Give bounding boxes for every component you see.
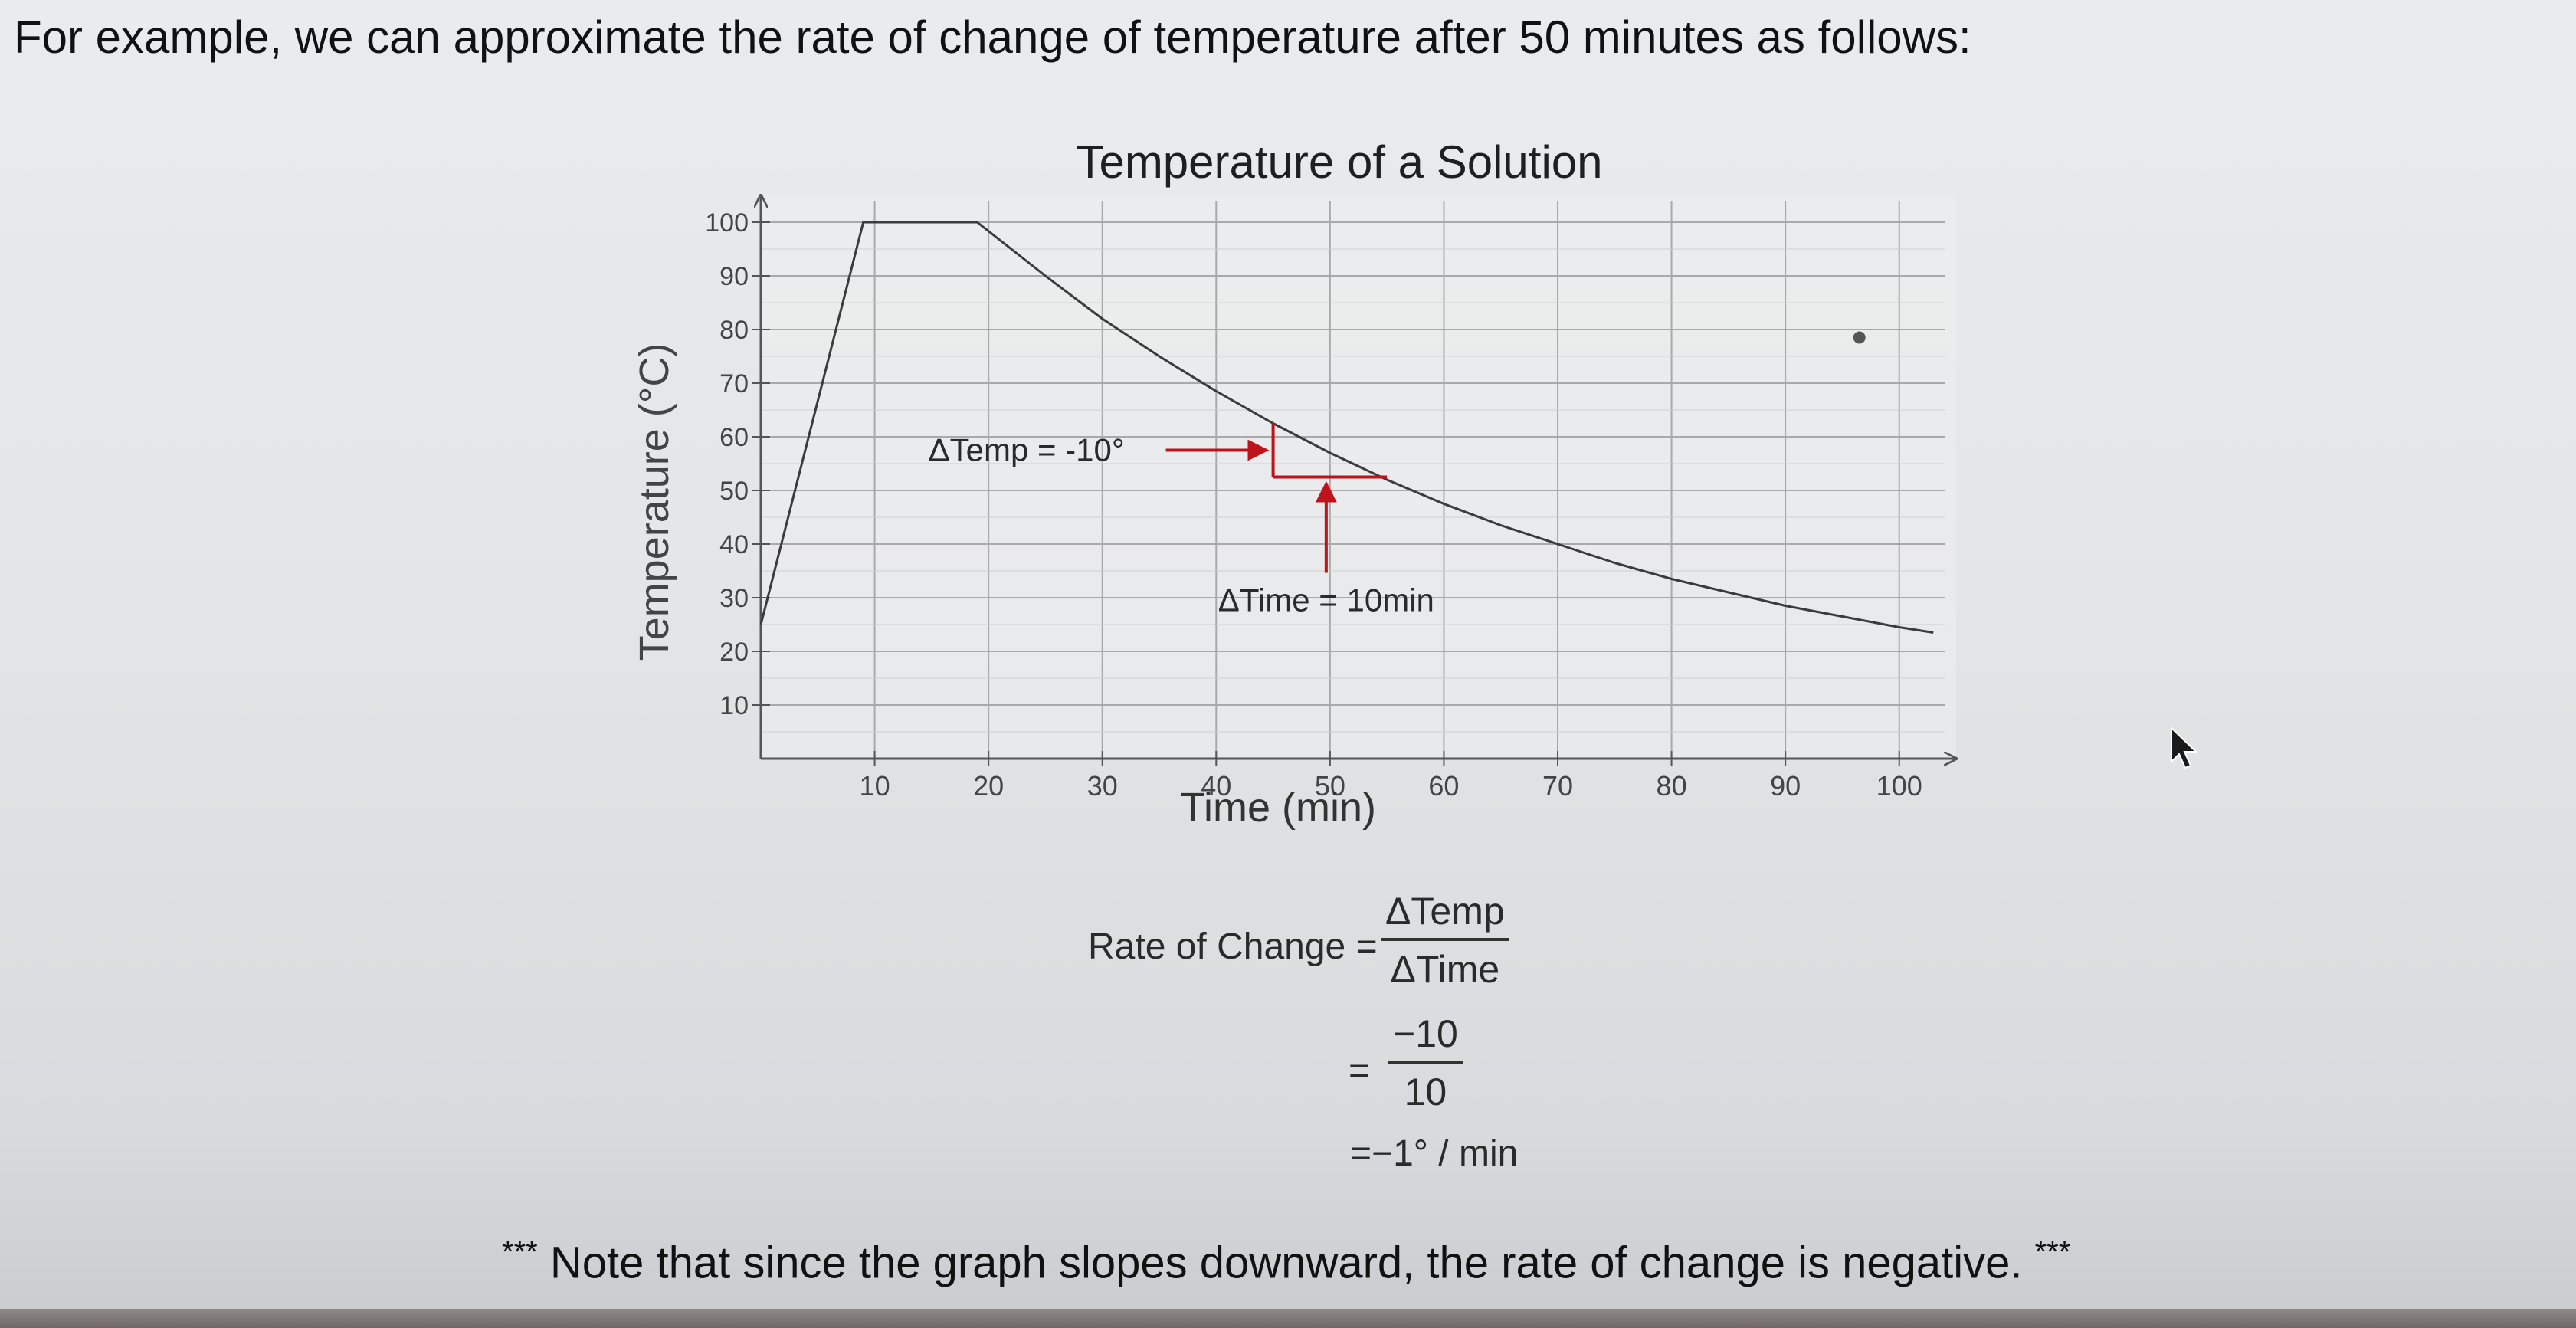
delta-temp-label: ΔTemp = -10° bbox=[929, 432, 1125, 468]
x-tick-label-80: 80 bbox=[1657, 770, 1687, 802]
delta-time-label: ΔTime = 10min bbox=[1218, 582, 1434, 618]
x-tick-label-30: 30 bbox=[1087, 770, 1118, 802]
y-tick-label-80: 80 bbox=[719, 316, 749, 345]
y-tick-label-20: 20 bbox=[719, 638, 749, 667]
note-stars-left: *** bbox=[502, 1235, 538, 1269]
x-axis-label: Time (min) bbox=[1180, 785, 1376, 831]
intro-text: For example, we can approximate the rate… bbox=[14, 11, 1971, 63]
note-text: *** Note that since the graph slopes dow… bbox=[502, 1235, 2070, 1288]
x-tick-label-40: 40 bbox=[1201, 770, 1231, 802]
y-tick-label-60: 60 bbox=[719, 423, 749, 452]
note-body: Note that since the graph slopes downwar… bbox=[549, 1238, 2023, 1288]
y-axis-label: Temperature (°C) bbox=[631, 343, 677, 661]
x-tick-label-50: 50 bbox=[1315, 770, 1345, 802]
y-tick-label-10: 10 bbox=[719, 691, 749, 720]
x-tick-label-20: 20 bbox=[973, 770, 1004, 802]
x-tick-label-10: 10 bbox=[860, 770, 890, 802]
note-stars-right: *** bbox=[2034, 1235, 2071, 1269]
fraction-delta: ΔTemp ΔTime bbox=[1381, 889, 1509, 992]
x-tick-label-70: 70 bbox=[1542, 770, 1573, 802]
x-tick-label-60: 60 bbox=[1428, 770, 1459, 802]
background-strip bbox=[0, 1309, 2576, 1328]
equation-equals-2: = bbox=[1349, 1051, 1371, 1091]
tick-labels: 10 20 30 40 50 60 70 80 90 100 10 20 30 40 50 60 70 80 90 1… bbox=[705, 208, 1922, 802]
series-line-0 bbox=[759, 221, 1934, 634]
grid-lines bbox=[761, 201, 1945, 759]
y-tick-label-100: 100 bbox=[705, 208, 749, 238]
annotations: ΔTemp = -10° ΔTime = 10min bbox=[929, 331, 1866, 618]
y-tick-label-70: 70 bbox=[719, 369, 749, 398]
fraction-values-bar bbox=[1388, 1061, 1463, 1064]
fraction-delta-bar bbox=[1381, 938, 1509, 941]
fraction-values-numerator: −10 bbox=[1393, 1012, 1458, 1055]
fraction-delta-denominator: ΔTime bbox=[1390, 948, 1500, 991]
y-tick-label-50: 50 bbox=[719, 477, 749, 506]
fraction-values: −10 10 bbox=[1388, 1012, 1463, 1114]
fraction-values-denominator: 10 bbox=[1404, 1071, 1447, 1113]
axes bbox=[761, 195, 1956, 759]
y-tick-label-40: 40 bbox=[719, 530, 749, 559]
x-tick-label-100: 100 bbox=[1876, 770, 1922, 802]
mouse-cursor-icon bbox=[2171, 726, 2198, 769]
equation-result: =−1° / min bbox=[1350, 1133, 1519, 1174]
equation-lhs: Rate of Change = bbox=[1088, 926, 1378, 967]
series bbox=[759, 221, 1934, 634]
y-tick-label-90: 90 bbox=[719, 262, 749, 291]
chart-title: Temperature of a Solution bbox=[1076, 136, 1602, 188]
x-tick-label-90: 90 bbox=[1770, 770, 1801, 802]
fraction-delta-numerator: ΔTemp bbox=[1385, 890, 1505, 933]
stray-dot bbox=[1853, 331, 1866, 344]
y-tick-label-30: 30 bbox=[719, 584, 749, 613]
